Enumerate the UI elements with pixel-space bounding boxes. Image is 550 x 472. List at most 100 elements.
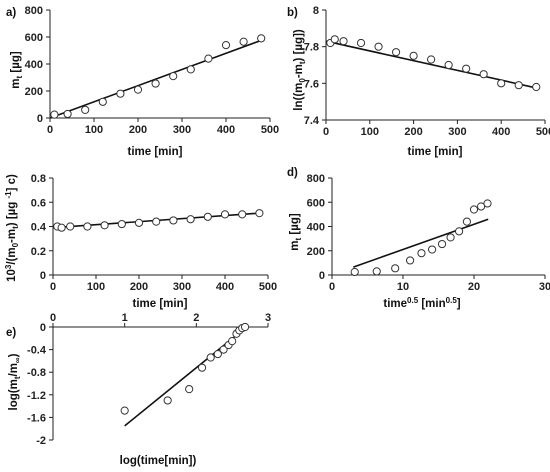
x-tick-label-a: 100 <box>85 124 103 136</box>
y-tick-label-d: 800 <box>307 173 325 185</box>
x-tick-label-b: 400 <box>492 126 510 138</box>
x-tick-label-c: 100 <box>87 281 105 293</box>
data-point-b <box>497 79 506 88</box>
y-tick-label-a: 600 <box>25 32 43 44</box>
panel-b: b) time [min] ln((m0-mt) [µg]) 7.4 7.6 7.8… <box>287 5 550 158</box>
data-point-a <box>98 97 107 106</box>
data-point-c <box>83 222 92 231</box>
data-point-c <box>117 219 126 229</box>
y-tick-label-d: 400 <box>307 222 325 234</box>
data-point-a <box>204 54 213 63</box>
data-point-c <box>169 216 178 225</box>
x-tick-label-e: 1 <box>122 312 128 324</box>
data-point-e <box>197 363 207 372</box>
x-tick-label-d: 0 <box>329 281 335 293</box>
data-point-e <box>240 322 250 332</box>
y-tick-label-e: -0.8 <box>27 367 46 379</box>
x-tick-label-a: 0 <box>47 124 53 136</box>
data-point-b <box>532 82 541 92</box>
y-tick-label-e: -2 <box>36 435 46 447</box>
y-tick-label-a: 200 <box>25 86 43 98</box>
data-point-c <box>57 223 66 232</box>
y-tick-label-c: 0.8 <box>31 173 46 185</box>
x-tick-label-a: 200 <box>129 124 147 136</box>
data-point-b <box>409 51 418 60</box>
y-tick-label-e: 0 <box>40 322 46 334</box>
x-tick-label-d: 20 <box>468 281 480 293</box>
data-point-c <box>100 221 109 230</box>
y-tick-label-c: 0.2 <box>31 246 46 258</box>
data-point-c <box>238 210 247 219</box>
x-tick-label-c: 0 <box>50 281 56 293</box>
y-tick-label-b: 7.4 <box>304 115 320 127</box>
panel-label-c: c) <box>6 174 18 184</box>
data-point-d <box>437 239 447 249</box>
data-point-d <box>454 227 464 236</box>
x-tick-label-a: 500 <box>261 124 279 136</box>
x-tick-label-d: 10 <box>397 281 409 293</box>
data-point-a <box>257 34 266 43</box>
data-point-d <box>446 233 455 242</box>
data-point-c <box>186 215 195 224</box>
x-axis-label-e: log(time[min]) <box>120 455 197 467</box>
data-point-e <box>120 406 129 415</box>
y-tick-label-e: -1.6 <box>27 412 46 424</box>
x-tick-label-b: 200 <box>404 126 422 138</box>
x-tick-label-c: 500 <box>259 281 277 293</box>
data-point-a <box>239 37 248 46</box>
data-point-a <box>186 65 195 74</box>
panel-label-d: d) <box>287 167 298 179</box>
x-axis-label-d: time0.5 [min0.5] <box>383 296 460 310</box>
data-point-b <box>479 70 488 79</box>
y-axis-label-a: mt [µg] <box>10 51 24 89</box>
data-point-d <box>406 256 415 265</box>
data-point-a <box>81 105 90 115</box>
data-point-b <box>330 35 339 44</box>
y-tick-label-d: 600 <box>307 197 325 209</box>
data-point-a <box>221 41 231 50</box>
panel-c: time [min] 103/(m0-mt) [µg -1] c) 0 0.2 0.… <box>4 173 277 310</box>
data-point-a <box>151 79 160 88</box>
panel-label-a: a) <box>6 7 16 19</box>
x-tick-label-b: 300 <box>448 126 466 138</box>
data-point-e <box>228 337 237 346</box>
x-axis-label-a: time [min] <box>128 146 183 158</box>
data-point-e <box>185 385 194 394</box>
y-tick-label-b: 7.6 <box>304 78 319 90</box>
panel-d: d) time0.5 [min0.5] mt [µg] 020040060080… <box>287 167 550 310</box>
data-point-b <box>444 60 453 70</box>
panel-a: a) time [min] mt [µg] 0 200 400 600 800 0 100 2… <box>6 5 279 158</box>
data-point-d <box>372 267 381 276</box>
data-point-a <box>116 89 125 98</box>
y-tick-label-a: 400 <box>25 59 43 71</box>
y-axis-label-d: mt [µg] <box>289 213 303 251</box>
data-point-b <box>339 37 348 46</box>
y-tick-label-b: 8 <box>313 5 319 17</box>
data-point-d <box>483 199 492 208</box>
x-tick-label-b: 0 <box>323 126 329 138</box>
y-axis-label-b: ln((m0-mt) [µg]) <box>293 29 307 111</box>
x-tick-label-e: 3 <box>265 312 271 324</box>
x-tick-label-c: 200 <box>130 281 148 293</box>
x-tick-label-b: 500 <box>536 126 550 138</box>
data-point-b <box>374 42 383 51</box>
data-point-a <box>63 109 72 119</box>
x-tick-label-c: 400 <box>216 281 234 293</box>
data-point-e <box>213 350 222 359</box>
x-tick-label-a: 300 <box>173 124 191 136</box>
data-point-c <box>220 210 230 219</box>
data-point-d <box>477 202 486 211</box>
x-tick-label-d: 30 <box>539 281 550 293</box>
y-tick-label-a: 0 <box>37 113 43 125</box>
y-tick-label-c: 0 <box>40 270 46 282</box>
data-point-c <box>134 218 144 227</box>
x-tick-label-c: 300 <box>173 281 191 293</box>
data-point-c <box>203 212 212 221</box>
data-point-a <box>133 85 143 94</box>
data-point-d <box>428 245 437 254</box>
data-point-b <box>462 64 471 73</box>
data-point-b <box>427 55 436 64</box>
data-point-c <box>152 217 161 226</box>
data-point-c <box>255 209 264 218</box>
